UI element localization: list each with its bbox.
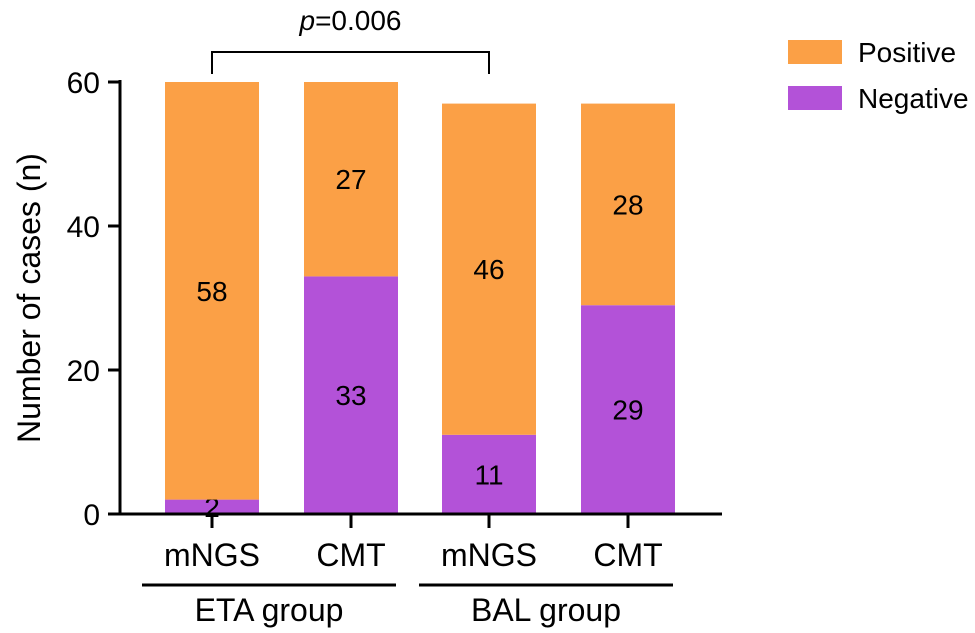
axes: 0 20 40 60 mNGS CMT mNGS CMT ETA group BAL group: [67, 67, 722, 628]
bar-segment-positive-2: [442, 103, 536, 435]
p-symbol: p: [299, 5, 316, 36]
x-category-label: mNGS: [441, 537, 537, 573]
x-category-label: mNGS: [164, 537, 260, 573]
bar-segment-positive-0: [165, 82, 259, 500]
group-label: BAL group: [471, 592, 621, 628]
x-category-label: CMT: [316, 537, 385, 573]
y-axis-title: Number of cases (n): [11, 153, 47, 443]
p-value: =0.006: [315, 5, 401, 36]
bar-value-label-negative-3: 29: [612, 395, 643, 426]
significance-bracket: p=0.006: [211, 5, 490, 74]
legend-label-positive: Positive: [858, 37, 956, 68]
y-tick-label: 40: [67, 211, 100, 244]
bar-value-label-negative-2: 11: [474, 459, 503, 490]
bar-segment-negative-1: [304, 276, 398, 514]
group-label: ETA group: [195, 592, 344, 628]
x-category-label: CMT: [593, 537, 662, 573]
bar-segment-negative-0: [165, 499, 259, 514]
legend: Positive Negative: [788, 37, 969, 114]
legend-swatch-positive: [788, 40, 842, 64]
y-tick-label: 0: [83, 499, 100, 532]
bar-value-label-positive-1: 27: [335, 164, 366, 195]
y-tick-label: 60: [67, 67, 100, 100]
bar-segment-positive-3: [581, 103, 675, 306]
bar-value-label-positive-2: 46: [473, 254, 504, 285]
bar-segment-positive-1: [304, 82, 398, 277]
p-value-label: p=0.006: [299, 5, 402, 36]
bar-value-label-negative-1: 33: [335, 380, 366, 411]
legend-label-negative: Negative: [858, 83, 969, 114]
bar-value-label-positive-0: 58: [196, 276, 227, 307]
bar-value-label-positive-3: 28: [612, 189, 643, 220]
legend-swatch-negative: [788, 86, 842, 110]
bar-segment-negative-2: [442, 434, 536, 514]
bar-segment-negative-3: [581, 305, 675, 514]
significance-bracket-line: [211, 51, 490, 74]
y-tick-label: 20: [67, 355, 100, 388]
